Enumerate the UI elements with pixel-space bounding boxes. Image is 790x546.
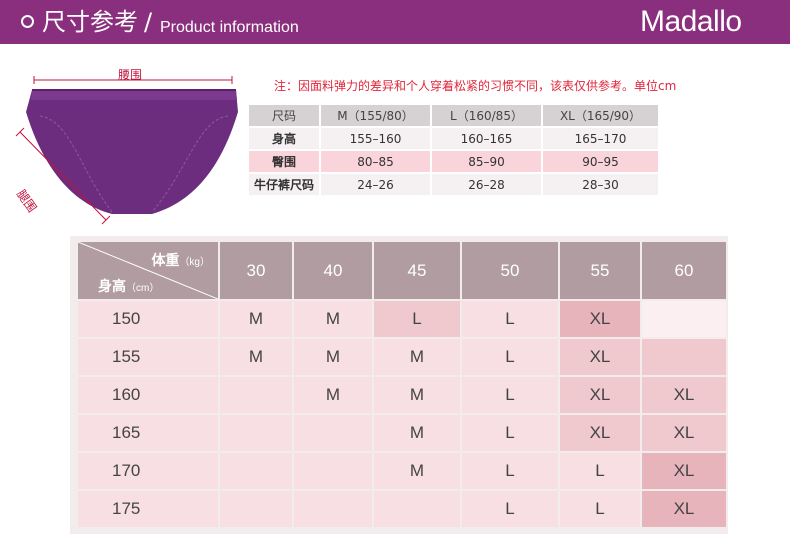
header-bar: 尺寸参考 / Product information Madallo bbox=[0, 0, 790, 44]
size-cell: 165–170 bbox=[543, 128, 658, 149]
fit-cell bbox=[294, 415, 372, 451]
circle-bullet-icon bbox=[21, 15, 34, 28]
size-table-row: 臀围 80–85 85–90 90–95 bbox=[249, 151, 658, 172]
garment-diagram bbox=[10, 60, 250, 230]
size-cell: 80–85 bbox=[321, 151, 430, 172]
fit-cell: L bbox=[560, 491, 640, 527]
fit-cell bbox=[220, 491, 292, 527]
size-row-label: 牛仔裤尺码 bbox=[249, 174, 319, 195]
weight-header: 50 bbox=[462, 242, 558, 299]
page-title-cn: 尺寸参考 bbox=[42, 8, 138, 36]
fit-cell: XL bbox=[642, 377, 726, 413]
height-axis-label: 身高（cm） bbox=[98, 278, 160, 294]
fit-cell: L bbox=[462, 415, 558, 451]
fit-cell: L bbox=[462, 339, 558, 375]
weight-header: 30 bbox=[220, 242, 292, 299]
size-cell: 26–28 bbox=[432, 174, 541, 195]
fit-cell: M bbox=[294, 339, 372, 375]
fit-cell: M bbox=[374, 377, 460, 413]
title-separator: / bbox=[144, 8, 153, 36]
fit-cell: L bbox=[462, 301, 558, 337]
size-row-label: 臀围 bbox=[249, 151, 319, 172]
height-row-label: 165 bbox=[78, 415, 218, 451]
fit-cell: XL bbox=[560, 415, 640, 451]
size-table-row: 身高 155–160 160–165 165–170 bbox=[249, 128, 658, 149]
fit-table-row: 170 M L L XL bbox=[78, 453, 726, 489]
fit-cell: L bbox=[462, 377, 558, 413]
fit-cell: M bbox=[220, 301, 292, 337]
size-header-cell: 尺码 bbox=[249, 105, 319, 126]
weight-axis-label: 体重（kg） bbox=[151, 252, 210, 268]
fit-table-row: 150 M M L L XL bbox=[78, 301, 726, 337]
fit-cell bbox=[642, 339, 726, 375]
fit-cell bbox=[294, 453, 372, 489]
size-cell: 155–160 bbox=[321, 128, 430, 149]
page-title-en: Product information bbox=[160, 19, 299, 36]
size-cell: 160–165 bbox=[432, 128, 541, 149]
size-cell: 90–95 bbox=[543, 151, 658, 172]
fit-cell: M bbox=[374, 453, 460, 489]
fit-cell: L bbox=[374, 301, 460, 337]
size-row-label: 身高 bbox=[249, 128, 319, 149]
fit-cell bbox=[642, 301, 726, 337]
size-header-cell: M（155/80） bbox=[321, 105, 430, 126]
fit-table-row: 155 M M M L XL bbox=[78, 339, 726, 375]
waist-label: 腰围 bbox=[118, 68, 143, 82]
fit-table: 体重（kg） 身高（cm） 30 40 45 50 55 60 150 M M … bbox=[76, 240, 728, 529]
fit-cell: M bbox=[294, 301, 372, 337]
fit-table-header: 体重（kg） 身高（cm） 30 40 45 50 55 60 bbox=[78, 242, 726, 299]
diagonal-divider bbox=[78, 242, 218, 299]
fit-corner-header: 体重（kg） 身高（cm） bbox=[78, 242, 218, 299]
height-row-label: 150 bbox=[78, 301, 218, 337]
size-table-header: 尺码 M（155/80） L（160/85） XL（165/90） bbox=[249, 105, 658, 126]
height-row-label: 175 bbox=[78, 491, 218, 527]
fit-table-row: 165 M L XL XL bbox=[78, 415, 726, 451]
weight-header: 55 bbox=[560, 242, 640, 299]
size-table-row: 牛仔裤尺码 24–26 26–28 28–30 bbox=[249, 174, 658, 195]
size-header-cell: XL（165/90） bbox=[543, 105, 658, 126]
fit-cell: XL bbox=[560, 339, 640, 375]
fit-cell: XL bbox=[642, 453, 726, 489]
height-row-label: 160 bbox=[78, 377, 218, 413]
fit-cell: M bbox=[220, 339, 292, 375]
size-cell: 85–90 bbox=[432, 151, 541, 172]
fit-cell: M bbox=[294, 377, 372, 413]
height-row-label: 170 bbox=[78, 453, 218, 489]
fit-cell bbox=[220, 415, 292, 451]
fit-cell: XL bbox=[642, 415, 726, 451]
size-cell: 28–30 bbox=[543, 174, 658, 195]
fit-cell: XL bbox=[560, 301, 640, 337]
fit-cell: L bbox=[560, 453, 640, 489]
size-table: 尺码 M（155/80） L（160/85） XL（165/90） 身高 155… bbox=[247, 103, 660, 197]
fit-cell: XL bbox=[642, 491, 726, 527]
size-header-cell: L（160/85） bbox=[432, 105, 541, 126]
fit-cell: M bbox=[374, 339, 460, 375]
size-cell: 24–26 bbox=[321, 174, 430, 195]
fit-cell: M bbox=[374, 415, 460, 451]
fit-cell bbox=[374, 491, 460, 527]
fit-cell bbox=[294, 491, 372, 527]
fit-cell: XL bbox=[560, 377, 640, 413]
fit-cell: L bbox=[462, 491, 558, 527]
weight-header: 60 bbox=[642, 242, 726, 299]
fit-cell bbox=[220, 377, 292, 413]
fit-table-row: 160 M M L XL XL bbox=[78, 377, 726, 413]
fit-cell: L bbox=[462, 453, 558, 489]
height-row-label: 155 bbox=[78, 339, 218, 375]
fit-table-row: 175 L L XL bbox=[78, 491, 726, 527]
brand-logo: Madallo bbox=[640, 5, 742, 38]
fit-cell bbox=[220, 453, 292, 489]
briefs-illustration bbox=[15, 76, 238, 225]
weight-header: 45 bbox=[374, 242, 460, 299]
size-note: 注：因面料弹力的差异和个人穿着松紧的习惯不同，该表仅供参考。单位cm bbox=[274, 79, 677, 93]
weight-header: 40 bbox=[294, 242, 372, 299]
